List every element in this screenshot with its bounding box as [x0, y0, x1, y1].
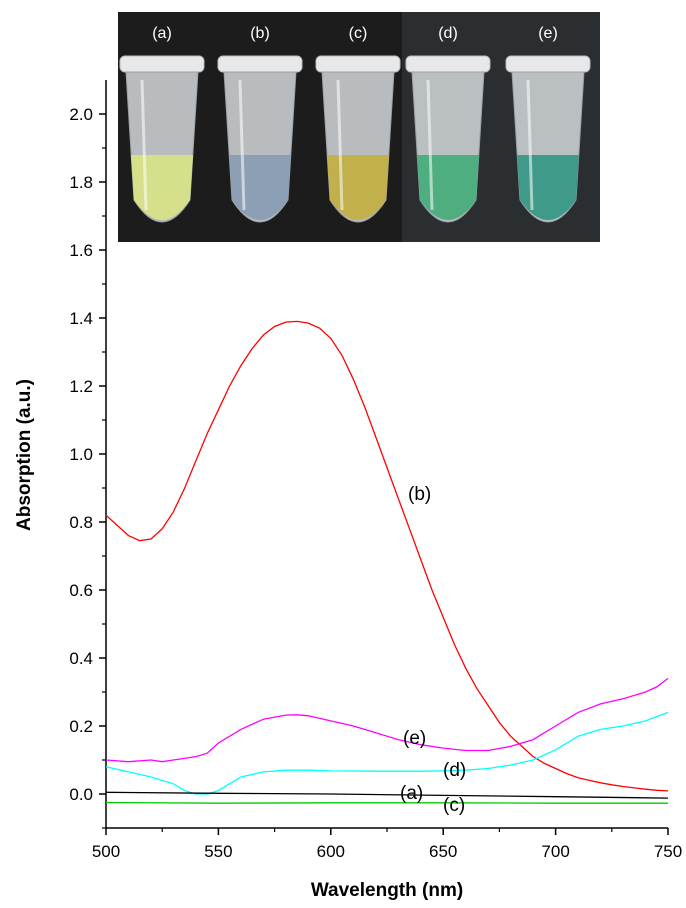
tube-cap	[406, 56, 490, 72]
x-tick-label: 500	[92, 842, 120, 861]
series-line-c	[106, 803, 668, 804]
label-e: (e)	[403, 728, 426, 749]
tube-label: (d)	[438, 25, 458, 42]
y-tick-label: 0.2	[69, 717, 93, 736]
x-tick-label: 700	[541, 842, 569, 861]
y-tick-label: 0.4	[69, 649, 93, 668]
tube-cap	[120, 56, 204, 72]
y-tick-label: 1.4	[69, 309, 93, 328]
tube-cap	[218, 56, 302, 72]
label-d: (d)	[443, 760, 466, 781]
series-line-a	[106, 792, 668, 798]
series-group	[106, 321, 668, 803]
label-b: (b)	[408, 484, 431, 505]
y-axis-title: Absorption (a.u.)	[14, 379, 35, 531]
x-ticks: 500 550 600 650 700 750	[92, 828, 682, 861]
tube-label: (e)	[538, 25, 558, 42]
tube-label: (b)	[250, 25, 270, 42]
x-axis-title: Wavelength (nm)	[311, 880, 463, 901]
series-line-e	[106, 678, 668, 761]
y-tick-label: 1.0	[69, 445, 93, 464]
y-tick-label: 0.6	[69, 581, 93, 600]
label-a: (a)	[400, 783, 423, 804]
y-tick-label: 2.0	[69, 105, 93, 124]
tube-label: (a)	[152, 25, 172, 42]
tube-cap	[316, 56, 400, 72]
y-tick-label: 0.0	[69, 785, 93, 804]
series-line-b	[106, 321, 668, 791]
y-ticks: 0.0 0.2 0.4 0.6 0.8 1.0 1.2 1.4 1.6 1.8 2.0	[69, 105, 106, 828]
x-tick-label: 600	[317, 842, 345, 861]
y-tick-label: 0.8	[69, 513, 93, 532]
inset-photo: (a) (b) (c) (d) (e)	[118, 12, 600, 242]
label-c: (c)	[443, 795, 465, 816]
x-tick-label: 750	[654, 842, 682, 861]
tube-label: (c)	[349, 25, 368, 42]
series-line-d	[106, 712, 668, 794]
tube-cap	[506, 56, 590, 72]
x-tick-label: 550	[204, 842, 232, 861]
x-tick-label: 650	[429, 842, 457, 861]
y-tick-label: 1.8	[69, 173, 93, 192]
y-tick-label: 1.2	[69, 377, 93, 396]
y-tick-label: 1.6	[69, 241, 93, 260]
